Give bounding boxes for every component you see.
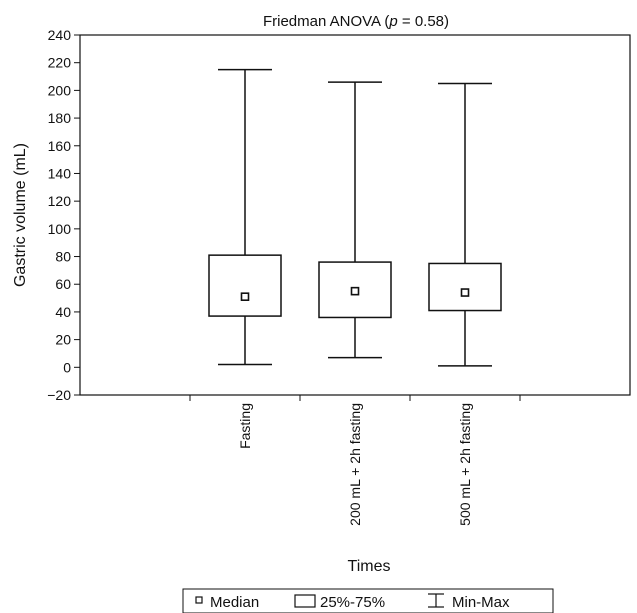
median-marker (460, 288, 470, 297)
y-tick-label: 200 (48, 82, 72, 98)
y-tick-label: 80 (55, 249, 71, 265)
x-axis (189, 395, 521, 401)
y-axis-label: Gastric volume (mL) (12, 143, 29, 287)
legend-range-label: Min-Max (452, 594, 510, 611)
y-tick-label: 40 (55, 304, 71, 320)
box-iqr (208, 254, 282, 317)
y-tick-label: 140 (48, 165, 72, 181)
x-category-label: 500 mL + 2h fasting (457, 403, 473, 526)
box-iqr (428, 262, 502, 312)
box-2 (318, 81, 392, 359)
box-series (208, 68, 502, 367)
x-axis-label: Times (348, 558, 391, 575)
legend: Median 25%-75% Min-Max (182, 588, 554, 613)
y-tick-label: 20 (55, 332, 71, 348)
legend-box-label: 25%-75% (320, 594, 385, 611)
y-tick-label: −20 (47, 387, 71, 403)
y-tick-label: 240 (48, 27, 72, 43)
y-tick-label: 180 (48, 110, 72, 126)
x-category-label: 200 mL + 2h fasting (347, 403, 363, 526)
median-marker (350, 286, 360, 296)
legend-range-marker (428, 593, 444, 608)
x-category-label: Fasting (237, 403, 253, 449)
y-tick-label: 120 (48, 193, 72, 209)
chart-title: Friedman ANOVA (p = 0.58) (263, 13, 449, 30)
y-tick-label: 0 (63, 359, 71, 375)
legend-median-marker (195, 596, 203, 604)
legend-frame (182, 588, 554, 613)
median-marker (240, 292, 250, 301)
x-category-labels: Fasting 200 mL + 2h fasting 500 mL + 2h fa… (237, 403, 473, 526)
y-tick-label: 60 (55, 276, 71, 292)
legend-median-label: Median (210, 594, 259, 611)
y-tick-label: 160 (48, 138, 72, 154)
y-tick-label: 100 (48, 221, 72, 237)
legend-box-marker (294, 594, 316, 608)
box-1 (208, 68, 282, 366)
y-tick-label: 220 (48, 55, 72, 71)
box-3 (428, 82, 502, 367)
plot-frame (79, 34, 631, 396)
